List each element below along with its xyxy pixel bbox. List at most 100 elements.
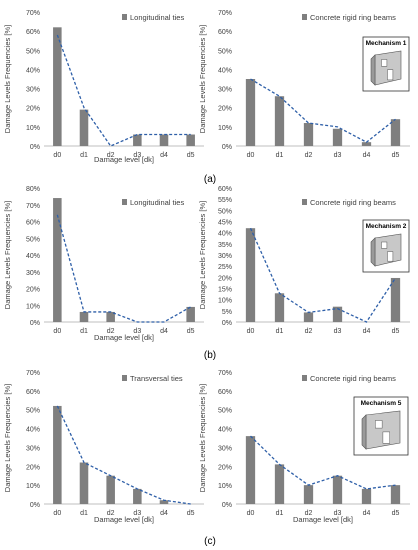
x-tick-label: d1 (276, 328, 284, 335)
bar-d5 (186, 306, 195, 322)
y-axis-label: Damage Levels Frequencies [%] (3, 384, 12, 492)
y-tick-label: 40% (26, 67, 40, 74)
y-tick-label: 40% (218, 67, 232, 74)
chart-3: 0% 10% 20% 30% 40% 50% 60% 70% 80% d0 d1 d2 d3 d4 d5 Lo… (3, 186, 204, 342)
x-tick-label: d4 (363, 152, 371, 159)
legend-label: Longitudinal ties (130, 13, 184, 22)
y-tick-label: 50% (26, 408, 40, 415)
y-tick-label: 10% (26, 483, 40, 490)
chart-6: 0% 10% 20% 30% 40% 50% 60% 70% d0 d1 d2 d3 d4 d5 Concr… (198, 370, 410, 524)
bar-d1 (79, 462, 89, 504)
y-tick-label: 0% (30, 502, 40, 509)
mechanism-label: Mechanism 1 (366, 40, 407, 47)
y-tick-label: 20% (26, 106, 40, 113)
y-tick-label: 60% (26, 29, 40, 36)
bar-d3 (133, 488, 142, 504)
x-tick-label: d0 (247, 152, 255, 159)
bar-d4 (159, 500, 169, 504)
y-tick-label: 20% (218, 464, 232, 471)
door-opening (387, 251, 394, 262)
x-tick-label: d5 (392, 510, 400, 517)
y-tick-label: 20% (26, 464, 40, 471)
x-axis-label: Damage level [dk] (94, 515, 154, 524)
x-tick-label: d2 (107, 510, 115, 517)
y-tick-label: 70% (26, 370, 40, 377)
bar-d5 (390, 119, 401, 146)
y-tick-label: 40% (26, 427, 40, 434)
bar-d1 (79, 311, 89, 322)
bar-d2 (303, 312, 314, 322)
bar-d0 (245, 436, 256, 504)
x-axis-label: Damage level [dk] (293, 515, 353, 524)
mechanism-inset: Mechanism 5 (353, 396, 409, 456)
y-tick-label: 40% (218, 231, 232, 238)
bar-d0 (245, 79, 256, 146)
legend-label: Concrete rigid ring beams (310, 198, 396, 207)
y-tick-label: 70% (218, 10, 232, 17)
y-tick-label: 10% (218, 298, 232, 305)
y-tick-label: 0% (222, 502, 232, 509)
y-axis-label: Damage Levels Frequencies [%] (198, 25, 207, 133)
chart-4: 0% 5% 10% 15% 20% 25% 30% 35% 40% 45% 50% 55% 60% d0 d… (198, 186, 410, 335)
bar-d1 (274, 96, 285, 146)
y-tick-label: 30% (26, 87, 40, 94)
y-tick-label: 40% (218, 427, 232, 434)
x-tick-label: d3 (334, 510, 342, 517)
legend-label: Longitudinal ties (130, 198, 184, 207)
door-opening (382, 431, 390, 444)
y-tick-label: 0% (222, 144, 232, 151)
y-tick-label: 0% (30, 144, 40, 151)
trend-line (250, 78, 396, 143)
y-tick-label: 45% (218, 220, 232, 227)
x-tick-label: d1 (80, 152, 88, 159)
y-axis-label: Damage Levels Frequencies [%] (3, 25, 12, 133)
y-tick-label: 0% (222, 320, 232, 327)
bar-d1 (79, 109, 89, 146)
bar-d3 (332, 306, 343, 322)
chart-1: 0% 10% 20% 30% 40% 50% 60% 70% d0 d1 d2 d3 d4 d5 Longi… (3, 10, 204, 164)
y-tick-label: 50% (218, 408, 232, 415)
y-tick-label: 55% (218, 197, 232, 204)
window-opening (381, 241, 388, 249)
mechanism-label: Mechanism 2 (366, 223, 407, 230)
panel-label-b: (b) (204, 350, 216, 361)
y-tick-label: 60% (26, 220, 40, 227)
y-tick-label: 20% (26, 287, 40, 294)
bar-d4 (361, 142, 372, 146)
y-tick-label: 50% (218, 208, 232, 215)
x-tick-label: d2 (305, 328, 313, 335)
x-tick-label: d5 (187, 152, 195, 159)
x-tick-label: d4 (160, 152, 168, 159)
bar-d0 (53, 405, 62, 504)
y-axis-label: Damage Levels Frequencies [%] (198, 201, 207, 309)
chart-2: 0% 10% 20% 30% 40% 50% 60% 70% d0 d1 d2 d3 d4 d5 Concr… (198, 10, 410, 159)
x-tick-label: d1 (80, 510, 88, 517)
y-tick-label: 25% (218, 264, 232, 271)
panel-label-c: (c) (204, 536, 216, 547)
wall-side-shape (361, 414, 367, 450)
y-tick-label: 40% (26, 253, 40, 260)
y-tick-label: 30% (218, 87, 232, 94)
bar-d2 (106, 311, 115, 322)
legend-label: Concrete rigid ring beams (310, 374, 396, 383)
y-tick-label: 30% (218, 445, 232, 452)
bar-d3 (332, 475, 343, 504)
bar-d3 (133, 134, 142, 146)
chart-5: 0% 10% 20% 30% 40% 50% 60% 70% d0 d1 d2 d3 d4 d5 Trans… (3, 370, 204, 524)
bar-d1 (274, 464, 285, 504)
y-tick-label: 10% (218, 125, 232, 132)
bar-d4 (159, 134, 169, 146)
y-tick-label: 0% (30, 320, 40, 327)
x-tick-label: d1 (276, 152, 284, 159)
x-tick-label: d2 (305, 152, 313, 159)
trend-line (56, 214, 191, 323)
trend-line (56, 34, 191, 147)
y-tick-label: 20% (218, 106, 232, 113)
y-tick-label: 15% (218, 287, 232, 294)
x-tick-label: d3 (133, 152, 141, 159)
mechanism-inset: Mechanism 1 (362, 36, 410, 92)
window-opening (375, 420, 383, 429)
x-tick-label: d3 (334, 152, 342, 159)
y-tick-label: 30% (26, 270, 40, 277)
x-axis-label: Damage level [dk] (94, 333, 154, 342)
